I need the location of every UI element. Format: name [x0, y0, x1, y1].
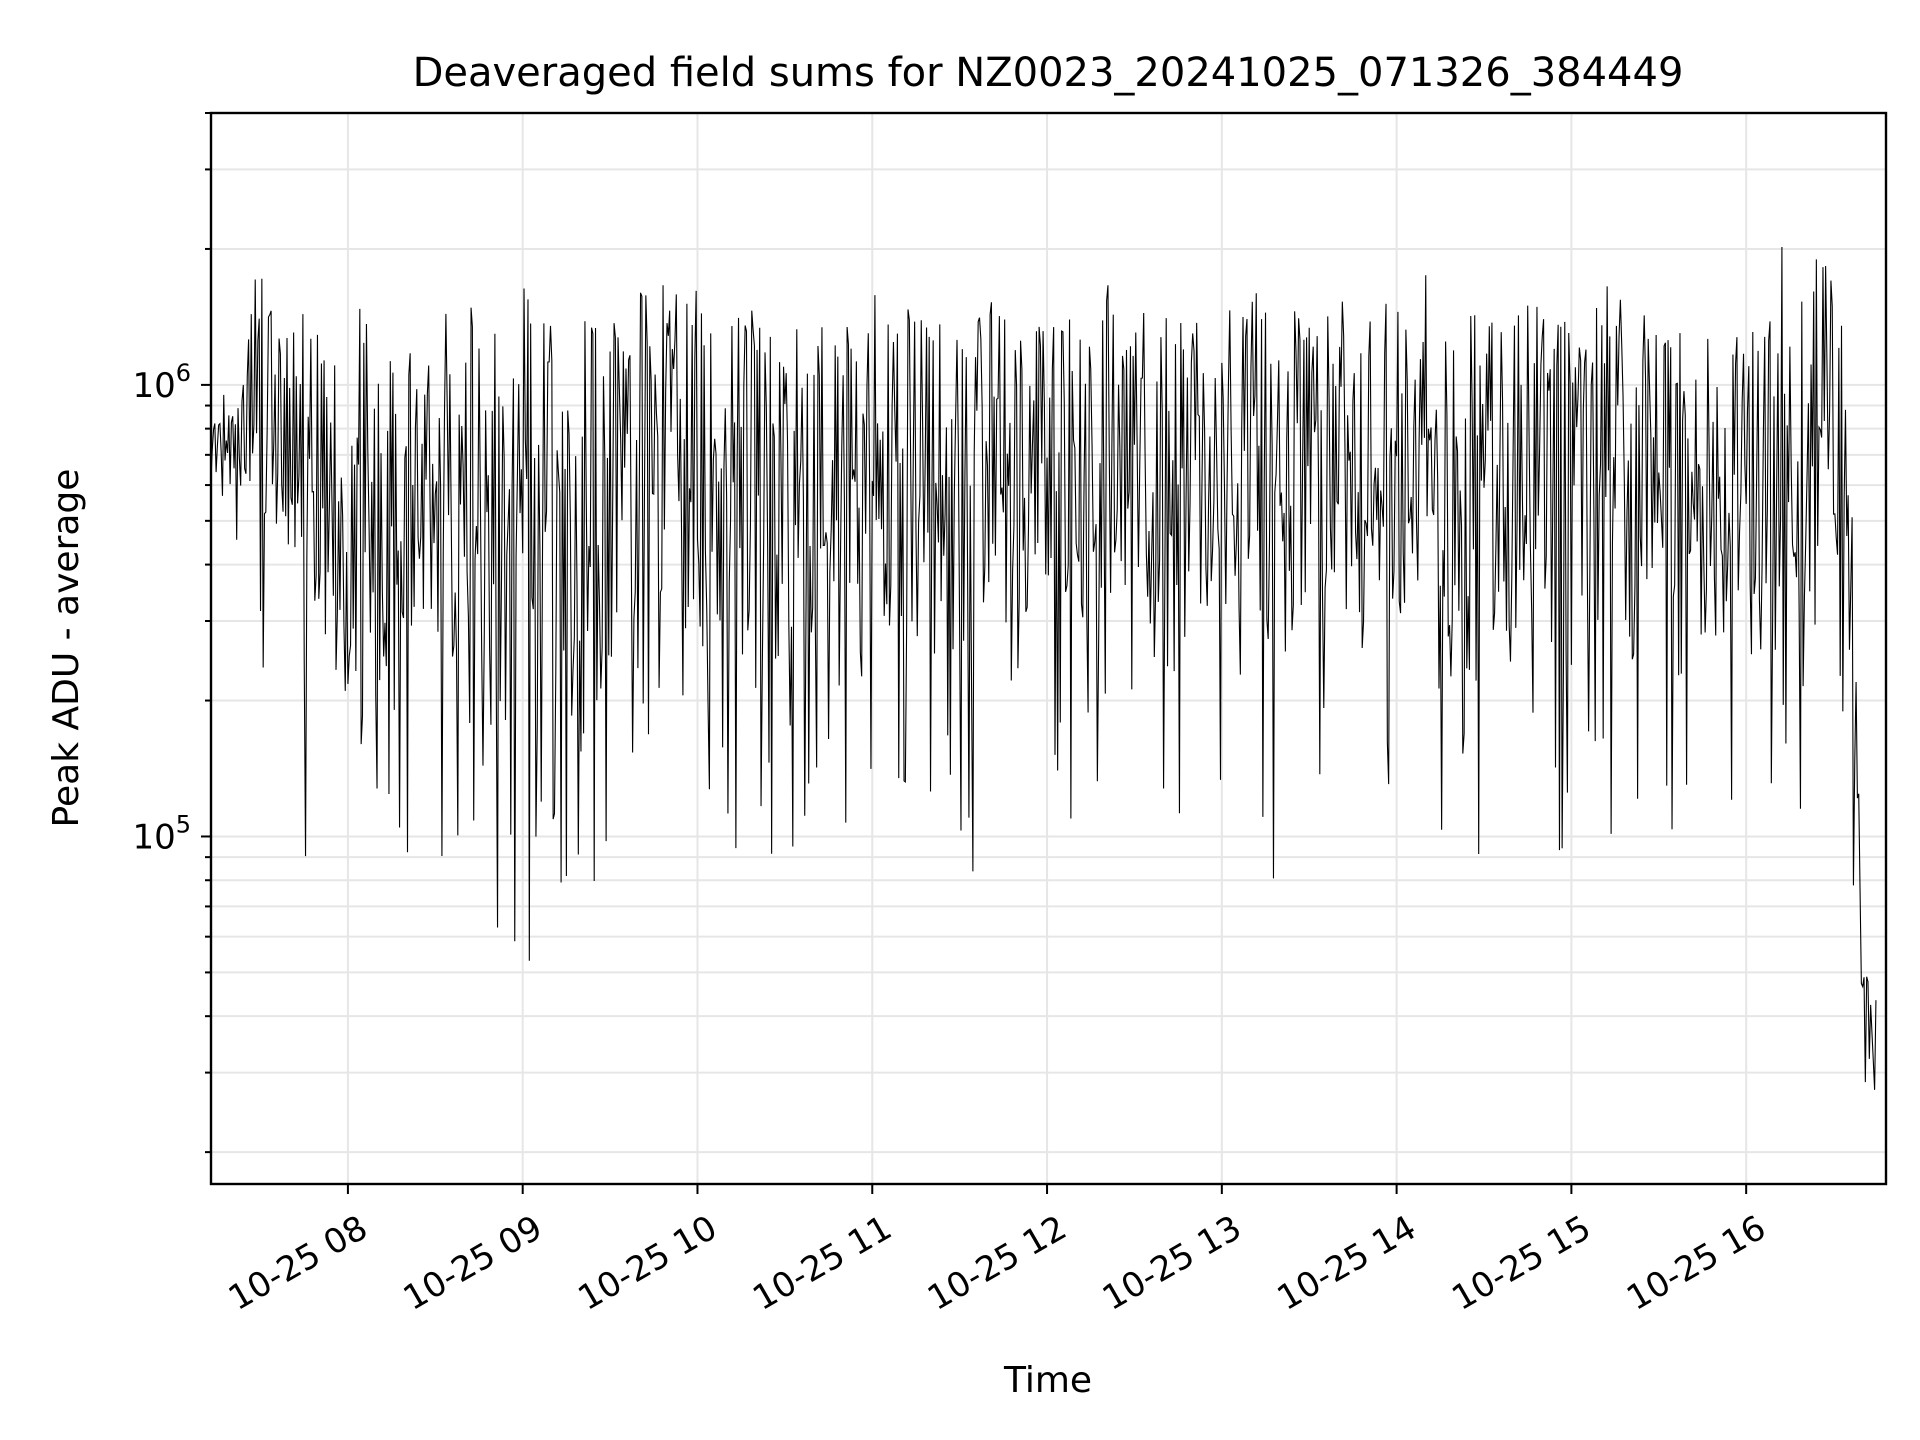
chart-title: Deaveraged field sums for NZ0023_2024102…: [413, 50, 1684, 96]
series-layer: [210, 246, 1877, 1090]
y-axis-label: Peak ADU - average: [46, 469, 87, 828]
y-tick-label: 105: [132, 810, 191, 857]
plot-frame: [209, 111, 1888, 1186]
x-axis-label: Time: [1003, 1360, 1092, 1401]
y-tick-label: 106: [132, 359, 191, 406]
series-line: [210, 246, 1877, 1090]
